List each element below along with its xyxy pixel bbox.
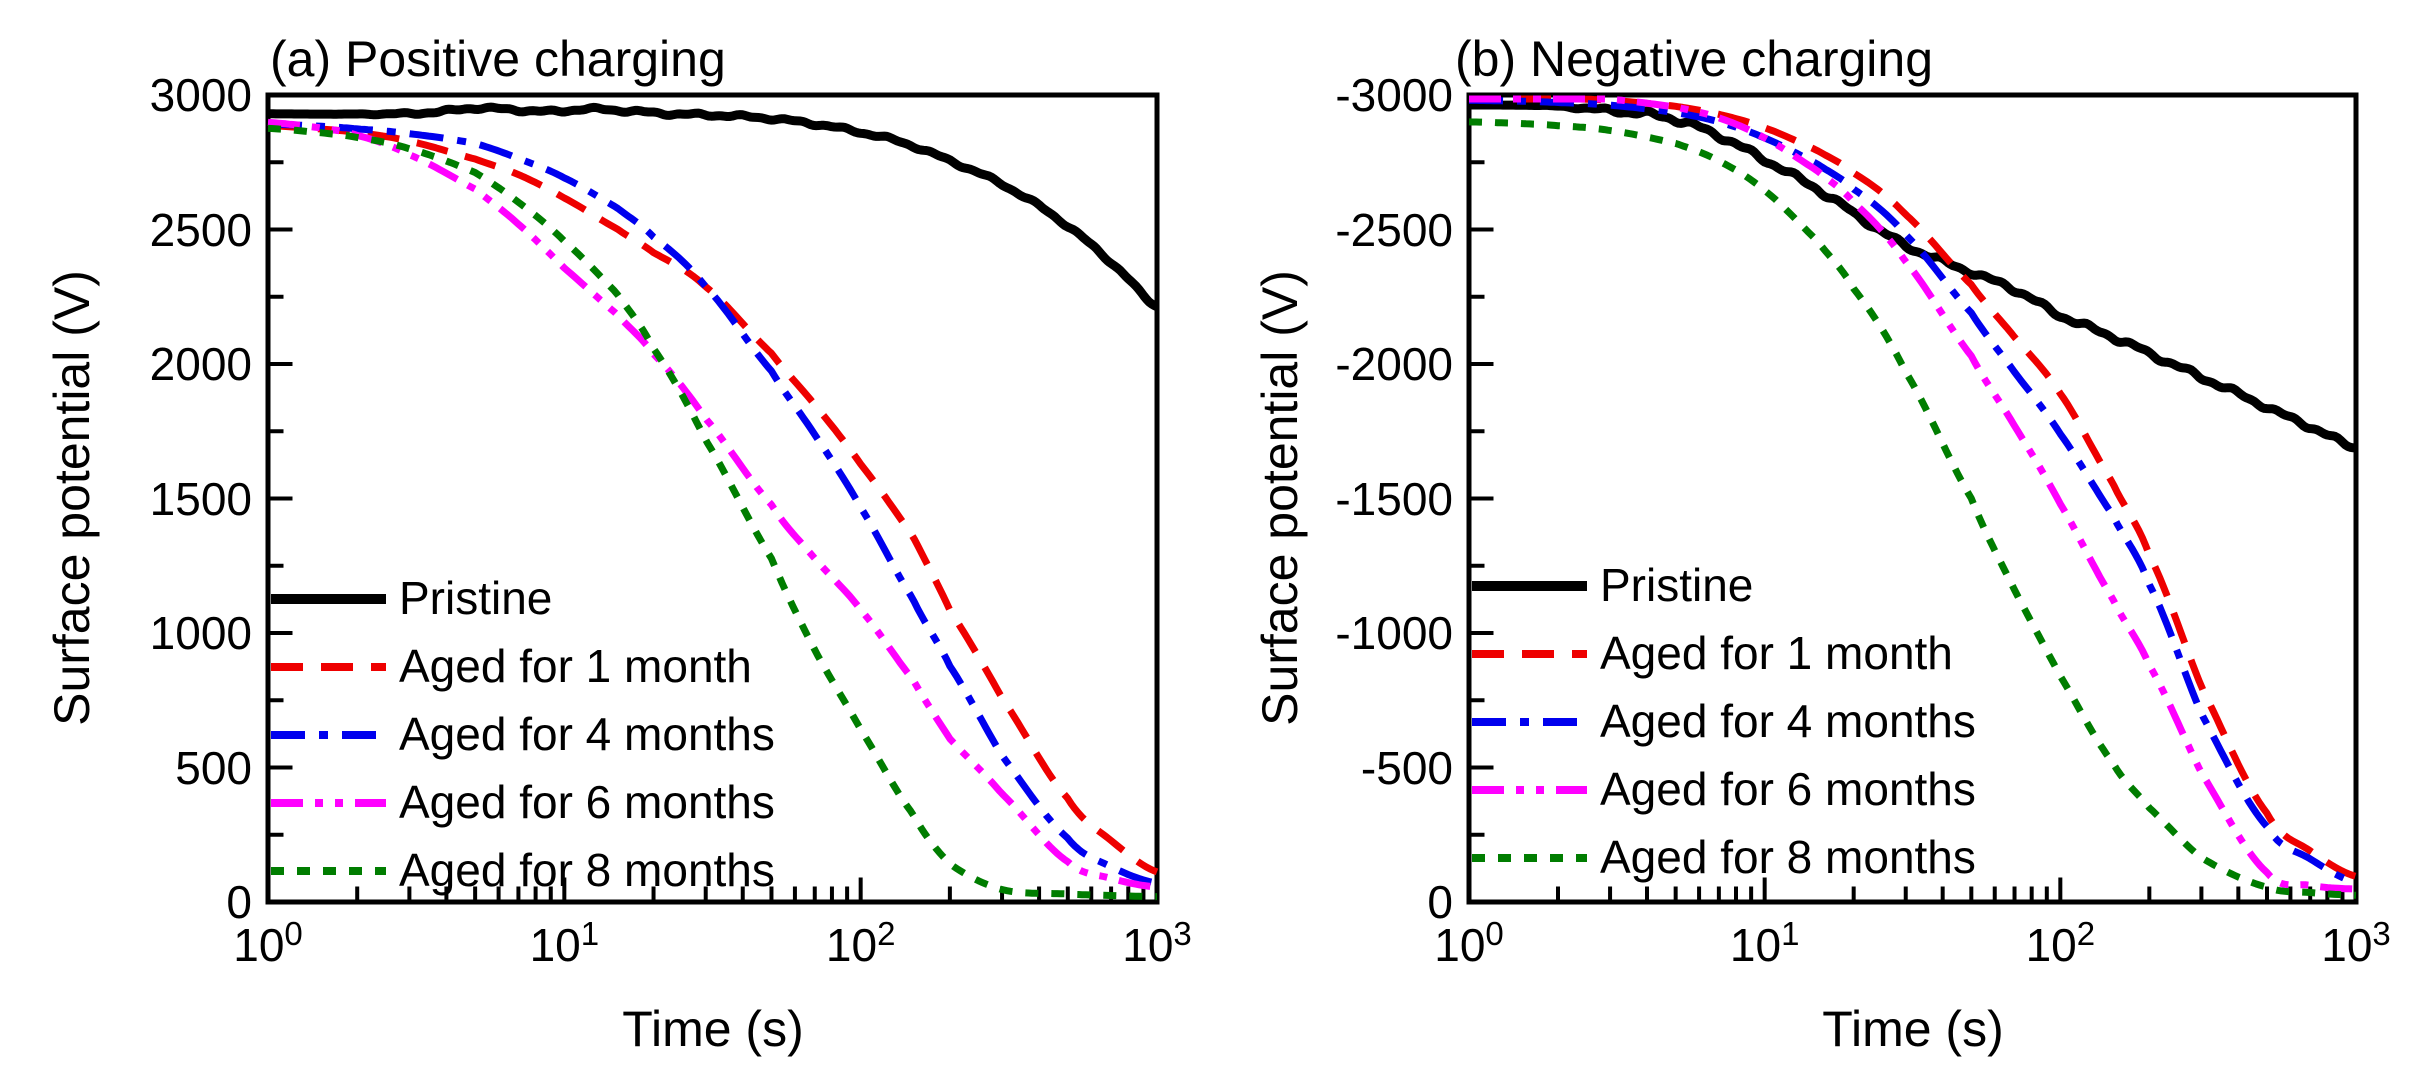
panel-a-title: (a) Positive charging xyxy=(270,31,726,87)
legend-label: Aged for 4 months xyxy=(399,707,775,760)
x-tick-exponent: 1 xyxy=(580,915,600,952)
legend-label: Pristine xyxy=(1600,558,1754,611)
x-tick-base: 10 xyxy=(233,919,285,971)
x-tick-base: 10 xyxy=(2025,919,2077,971)
legend-label: Aged for 4 months xyxy=(1600,694,1976,747)
y-tick-label: 0 xyxy=(1427,876,1453,928)
y-tick-label: 0 xyxy=(226,876,252,928)
panel-b-title: (b) Negative charging xyxy=(1455,31,1934,87)
x-tick-label: 100 xyxy=(233,915,303,972)
plot-frame-a xyxy=(265,92,1160,905)
x-tick-exponent: 0 xyxy=(284,915,303,952)
x-tick-exponent: 2 xyxy=(877,915,896,952)
y-tick-label: -2000 xyxy=(1335,338,1453,390)
x-tick-label: 101 xyxy=(1729,915,1800,972)
x-tick-label: 101 xyxy=(529,915,600,972)
x-tick-exponent: 2 xyxy=(2076,915,2096,952)
y-tick-label: -1000 xyxy=(1335,607,1453,659)
series-curve-aged-for-8-months xyxy=(267,124,1157,901)
x-tick-base: 10 xyxy=(1434,919,1486,971)
x-tick-base: 10 xyxy=(1729,919,1782,971)
y-tick-label: 1500 xyxy=(149,472,252,525)
legend-label: Aged for 8 months xyxy=(399,843,775,896)
y-tick-label: -500 xyxy=(1360,741,1453,794)
x-tick-base: 10 xyxy=(1122,919,1174,971)
panel-b-x-axis-label: Time (s) xyxy=(1822,1001,2004,1057)
plot-frame-b xyxy=(1466,92,2359,905)
x-tick-exponent: 0 xyxy=(1485,915,1504,952)
y-tick-label: 500 xyxy=(175,741,252,794)
legend-label: Aged for 8 months xyxy=(1600,830,1976,883)
y-tick-label: 3000 xyxy=(149,69,252,121)
legend-label: Aged for 6 months xyxy=(1600,762,1976,815)
y-tick-label: -2500 xyxy=(1335,203,1453,256)
series-curve-aged-for-8-months xyxy=(1468,118,2357,899)
x-tick-label: 103 xyxy=(2321,915,2391,972)
y-tick-label: -1500 xyxy=(1335,472,1453,525)
series-curve-aged-for-6-months xyxy=(267,118,1158,891)
x-tick-label: 103 xyxy=(1122,915,1192,972)
x-tick-exponent: 3 xyxy=(2372,915,2391,952)
x-tick-label: 102 xyxy=(825,915,896,972)
x-tick-base: 10 xyxy=(825,919,878,971)
x-tick-base: 10 xyxy=(529,919,581,971)
series-curve-pristine xyxy=(1467,100,2358,453)
series-curve-aged-for-6-months xyxy=(1469,95,2357,893)
series-curve-aged-for-1-month xyxy=(1469,95,2358,880)
y-tick-label: 1000 xyxy=(149,607,252,659)
legend-label: Pristine xyxy=(399,571,553,624)
x-tick-label: 100 xyxy=(1434,915,1504,972)
series-curve-pristine xyxy=(266,102,1159,311)
panel-a-y-axis-label: Surface potential (V) xyxy=(44,270,100,726)
y-tick-label: 2500 xyxy=(149,203,252,256)
x-tick-base: 10 xyxy=(2321,919,2373,971)
panel-b-y-axis-label: Surface potential (V) xyxy=(1252,270,1308,726)
series-curve-aged-for-4-months xyxy=(268,120,1158,887)
series-curve-aged-for-4-months xyxy=(1469,96,2357,886)
legend-label: Aged for 1 month xyxy=(1600,626,1953,679)
x-tick-label: 102 xyxy=(2025,915,2096,972)
x-tick-exponent: 1 xyxy=(1781,915,1800,952)
legend-label: Aged for 1 month xyxy=(399,639,752,692)
y-tick-label: -3000 xyxy=(1335,69,1453,121)
legend-label: Aged for 6 months xyxy=(399,775,775,828)
y-tick-label: 2000 xyxy=(149,338,252,390)
panel-a-x-axis-label: Time (s) xyxy=(622,1001,804,1057)
x-tick-exponent: 3 xyxy=(1173,915,1192,952)
